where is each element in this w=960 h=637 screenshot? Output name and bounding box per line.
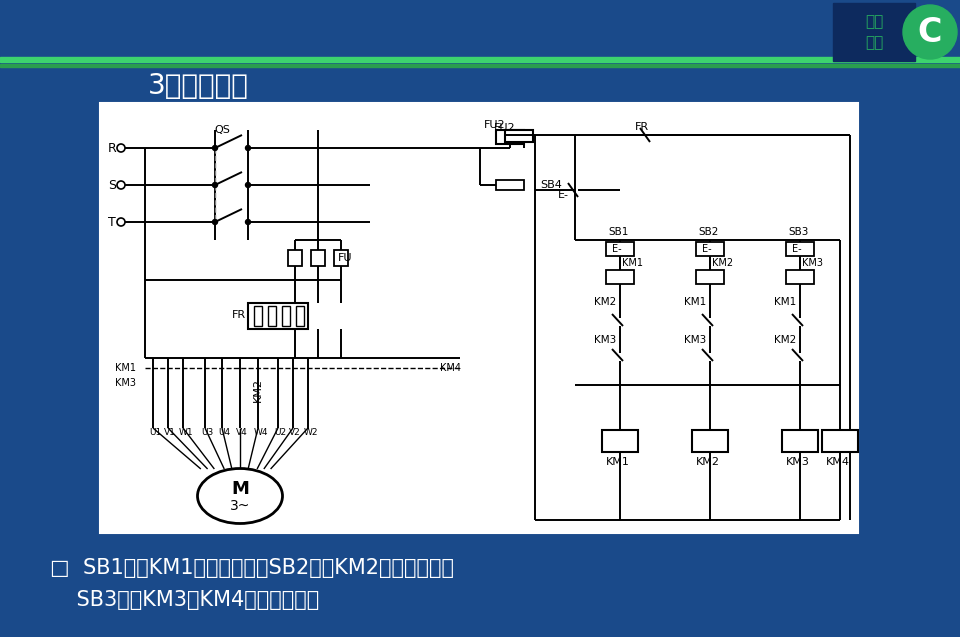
Text: U2: U2	[274, 427, 286, 436]
Text: E-: E-	[558, 190, 569, 200]
Text: W4: W4	[254, 427, 269, 436]
Text: KM3: KM3	[115, 378, 136, 388]
Text: U1: U1	[149, 427, 161, 436]
Text: KM2: KM2	[774, 335, 796, 345]
Text: 世纪: 世纪	[865, 15, 883, 29]
Text: FU2: FU2	[494, 123, 516, 133]
Text: M: M	[231, 480, 249, 498]
Bar	[606, 270, 634, 284]
Text: C: C	[918, 15, 943, 48]
Circle shape	[212, 182, 218, 187]
Text: KM1: KM1	[622, 258, 643, 268]
Bar	[268, 306, 276, 326]
Bar	[696, 270, 724, 284]
Text: SB4: SB4	[540, 180, 562, 190]
Bar	[248, 303, 308, 329]
Bar	[0, 57, 960, 62]
Bar	[282, 306, 290, 326]
Text: KM1: KM1	[774, 297, 796, 307]
Bar	[505, 130, 533, 142]
Text: KM2: KM2	[696, 457, 720, 467]
Bar	[496, 180, 524, 190]
Text: 3~: 3~	[229, 499, 251, 513]
Text: SB1: SB1	[608, 227, 629, 237]
Bar	[296, 306, 304, 326]
Text: W2: W2	[304, 427, 319, 436]
Text: □  SB1用于KM1的起停控制，SB2用于KM2的起停控制，: □ SB1用于KM1的起停控制，SB2用于KM2的起停控制，	[50, 558, 454, 578]
Bar	[782, 430, 818, 452]
Bar	[786, 242, 814, 256]
Circle shape	[212, 220, 218, 224]
Text: T: T	[108, 215, 116, 229]
Text: SB2: SB2	[698, 227, 718, 237]
Bar	[254, 306, 262, 326]
Bar	[496, 130, 524, 144]
Bar	[0, 64, 960, 67]
Bar	[334, 250, 348, 266]
Text: FR: FR	[635, 122, 649, 132]
Bar	[786, 270, 814, 284]
Text: E-: E-	[702, 244, 711, 254]
Text: 3、控制电路: 3、控制电路	[148, 72, 249, 100]
Circle shape	[246, 182, 251, 187]
Bar	[696, 242, 724, 256]
Text: KM2: KM2	[594, 297, 616, 307]
Text: KM3: KM3	[684, 335, 707, 345]
Circle shape	[117, 181, 125, 189]
Text: KM3: KM3	[786, 457, 810, 467]
Text: KM3: KM3	[802, 258, 823, 268]
Text: V4: V4	[236, 427, 248, 436]
Text: SB3用于KM3和KM4的起停控制。: SB3用于KM3和KM4的起停控制。	[50, 590, 320, 610]
Text: KM3: KM3	[594, 335, 616, 345]
Text: KM1: KM1	[115, 363, 136, 373]
Text: KM4: KM4	[440, 363, 461, 373]
Text: KM2: KM2	[253, 378, 263, 402]
Text: FU: FU	[338, 253, 352, 263]
Text: V2: V2	[289, 427, 300, 436]
Text: SB3: SB3	[788, 227, 808, 237]
Text: V1: V1	[164, 427, 176, 436]
Text: KM1: KM1	[684, 297, 707, 307]
Bar	[100, 103, 858, 533]
Text: KM2: KM2	[712, 258, 733, 268]
Bar	[606, 242, 634, 256]
Text: R: R	[108, 141, 117, 155]
Text: E-: E-	[612, 244, 622, 254]
Text: 起点: 起点	[865, 36, 883, 50]
Circle shape	[903, 5, 957, 59]
Bar	[833, 3, 915, 61]
Text: E-: E-	[792, 244, 802, 254]
Text: S: S	[108, 178, 116, 192]
Text: KM4: KM4	[826, 457, 850, 467]
Circle shape	[117, 218, 125, 226]
Circle shape	[246, 145, 251, 150]
Bar	[311, 250, 325, 266]
Text: QS: QS	[214, 125, 229, 135]
Ellipse shape	[198, 468, 282, 524]
Circle shape	[212, 145, 218, 150]
Bar	[602, 430, 638, 452]
Text: KM1: KM1	[606, 457, 630, 467]
Bar	[288, 250, 302, 266]
Text: U3: U3	[201, 427, 213, 436]
Text: FR: FR	[232, 310, 246, 320]
Circle shape	[117, 144, 125, 152]
Text: FU2: FU2	[484, 120, 506, 130]
Bar	[822, 430, 858, 452]
Text: U4: U4	[218, 427, 230, 436]
Circle shape	[246, 220, 251, 224]
Text: W1: W1	[179, 427, 194, 436]
Bar	[692, 430, 728, 452]
